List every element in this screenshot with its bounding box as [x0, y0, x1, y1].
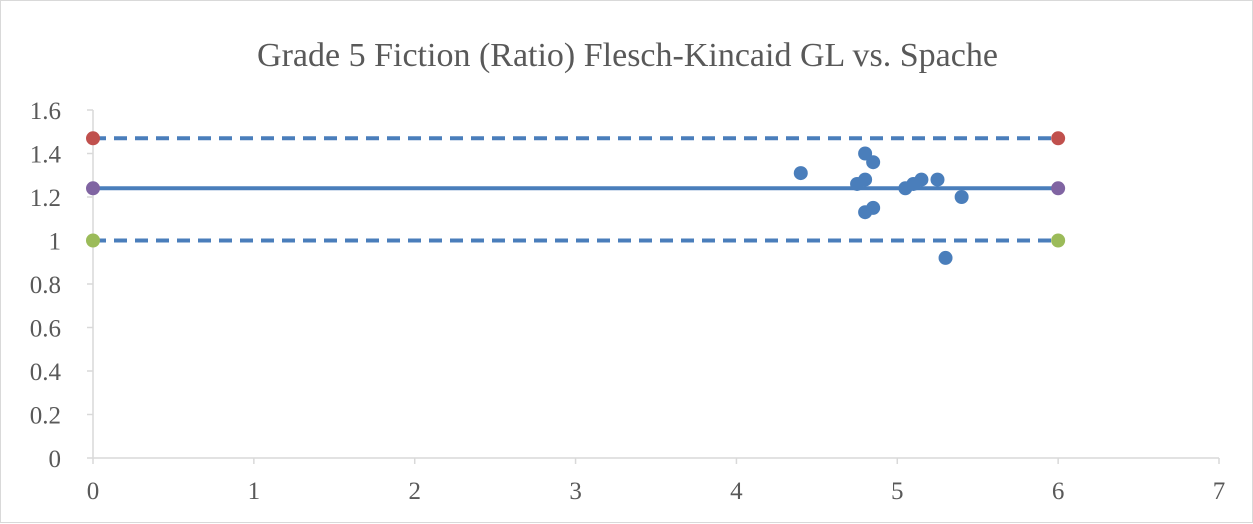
y-tick-label: 0.2: [30, 403, 61, 430]
y-tick-label: 1: [49, 229, 62, 256]
line-endpoint-marker: [1051, 131, 1066, 146]
x-tick-label: 2: [408, 478, 421, 505]
y-tick-label: 0: [49, 446, 62, 473]
scatter-point: [858, 172, 873, 187]
scatter-point: [866, 155, 881, 170]
line-endpoint-marker: [1051, 233, 1066, 248]
line-endpoint-marker: [86, 181, 100, 196]
x-tick-label: 5: [891, 478, 904, 505]
scatter-point: [793, 166, 808, 181]
y-tick-label: 0.8: [30, 272, 61, 299]
y-tick-label: 0.4: [30, 359, 62, 386]
x-tick-label: 7: [1213, 478, 1226, 505]
x-tick-label: 1: [248, 478, 261, 505]
scatter-point: [866, 200, 881, 215]
y-tick-label: 1.2: [30, 185, 61, 212]
x-tick-label: 0: [87, 478, 100, 505]
x-tick-label: 6: [1052, 478, 1065, 505]
line-endpoint-marker: [86, 233, 100, 248]
scatter-point: [938, 250, 953, 265]
line-endpoint-marker: [86, 131, 100, 146]
scatter-point: [930, 172, 945, 187]
x-tick-label: 3: [569, 478, 582, 505]
scatter-point: [954, 190, 969, 204]
scatter-point: [914, 172, 929, 187]
line-endpoint-marker: [1051, 181, 1066, 196]
chart-title: Grade 5 Fiction (Ratio) Flesch-Kincaid G…: [257, 37, 998, 74]
x-tick-label: 4: [730, 478, 743, 505]
y-tick-label: 1.4: [30, 142, 62, 169]
y-tick-label: 1.6: [30, 98, 61, 125]
y-tick-label: 0.6: [30, 316, 61, 343]
